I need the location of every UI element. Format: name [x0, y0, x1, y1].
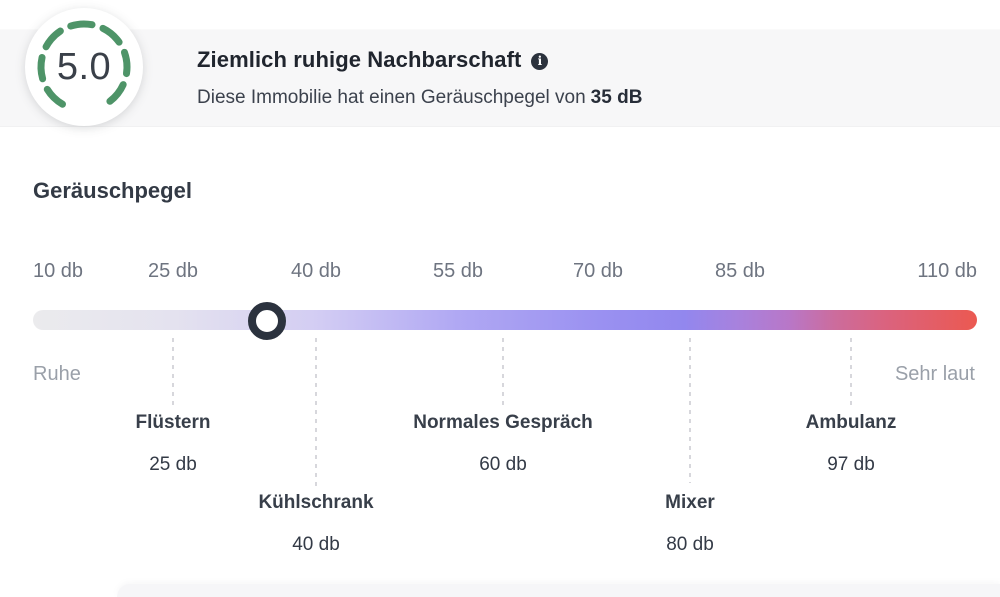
tick-label-55db: 55 db	[432, 260, 484, 282]
dashed-connector-80db	[689, 338, 691, 483]
dashed-connector-97db	[850, 338, 852, 405]
tick-label-85db: 85 db	[714, 260, 766, 282]
ref-label: Kühlschrank	[258, 492, 374, 513]
dashed-connector-60db	[502, 338, 504, 405]
tick-label-40db: 40 db	[290, 260, 342, 282]
header-subtitle: Diese Immobilie hat einen Geräuschpegel …	[197, 87, 642, 109]
score-gauge-arc	[25, 8, 143, 126]
ref-value: 97 db	[827, 454, 875, 475]
next-section-edge	[117, 584, 1000, 597]
tick-label-25db: 25 db	[147, 260, 199, 282]
range-max-label: Sehr laut	[894, 363, 975, 385]
ref-label: Mixer	[665, 492, 715, 513]
score-value: 5.0	[56, 45, 112, 88]
ref-value: 40 db	[292, 534, 340, 555]
info-icon[interactable]: i	[531, 52, 549, 70]
ref-value: 80 db	[666, 534, 714, 555]
ref-point-fluestern: Flüstern 25 db	[136, 412, 211, 476]
ref-label: Flüstern	[135, 412, 211, 433]
range-min-label: Ruhe	[33, 363, 81, 385]
page-title: Ziemlich ruhige Nachbarschaft	[197, 47, 522, 72]
slider-handle[interactable]	[248, 302, 286, 340]
ref-point-mixer: Mixer 80 db	[665, 492, 715, 556]
header-title-row: Ziemlich ruhige Nachbarschaft i	[197, 47, 549, 73]
ref-label: Ambulanz	[805, 412, 897, 433]
tick-label-110db: 110 db	[917, 260, 977, 282]
ref-label: Normales Gespräch	[413, 412, 593, 433]
ref-point-normales-gespraech: Normales Gespräch 60 db	[413, 412, 593, 476]
subtitle-db-value: 35 dB	[590, 87, 643, 108]
ref-point-ambulanz: Ambulanz 97 db	[806, 412, 897, 476]
tick-label-10db: 10 db	[33, 260, 84, 282]
ref-value: 25 db	[149, 454, 197, 475]
section-heading: Geräuschpegel	[33, 178, 192, 203]
header-band	[0, 29, 1000, 127]
dashed-connector-40db	[315, 338, 317, 488]
score-badge	[24, 7, 144, 127]
ref-point-kuehlschrank: Kühlschrank 40 db	[258, 492, 373, 556]
tick-label-70db: 70 db	[572, 260, 624, 282]
dashed-connector-25db	[172, 338, 174, 408]
subtitle-text: Diese Immobilie hat einen Geräuschpegel …	[197, 87, 586, 108]
noise-scale-track	[33, 310, 977, 330]
ref-value: 60 db	[479, 454, 527, 475]
